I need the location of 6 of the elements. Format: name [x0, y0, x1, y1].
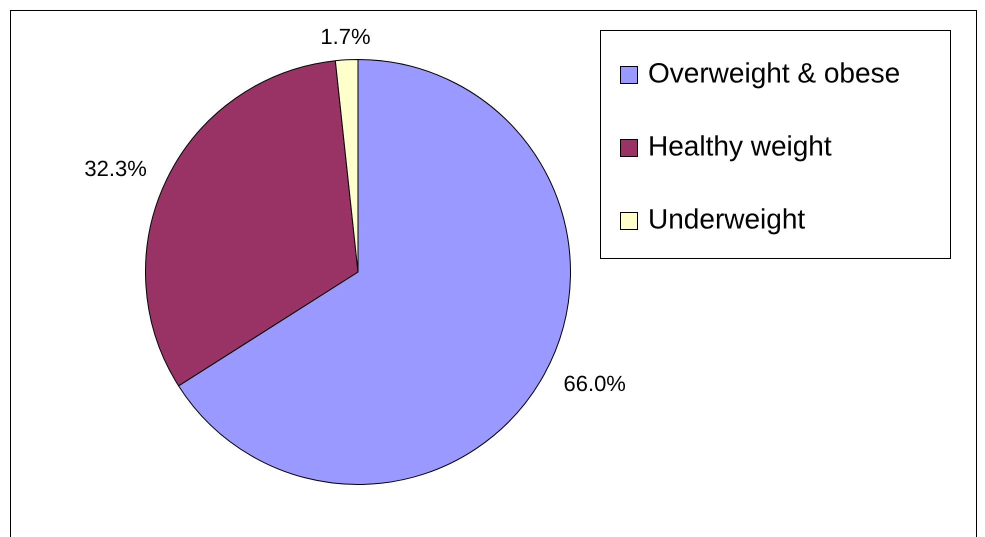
legend-label: Overweight & obese: [648, 58, 900, 89]
data-label: 32.3%: [84, 156, 147, 182]
legend-label: Underweight: [648, 204, 806, 235]
data-label: 66.0%: [563, 371, 626, 396]
data-label: 1.7%: [320, 24, 371, 49]
legend-label: Healthy weight: [648, 130, 832, 162]
